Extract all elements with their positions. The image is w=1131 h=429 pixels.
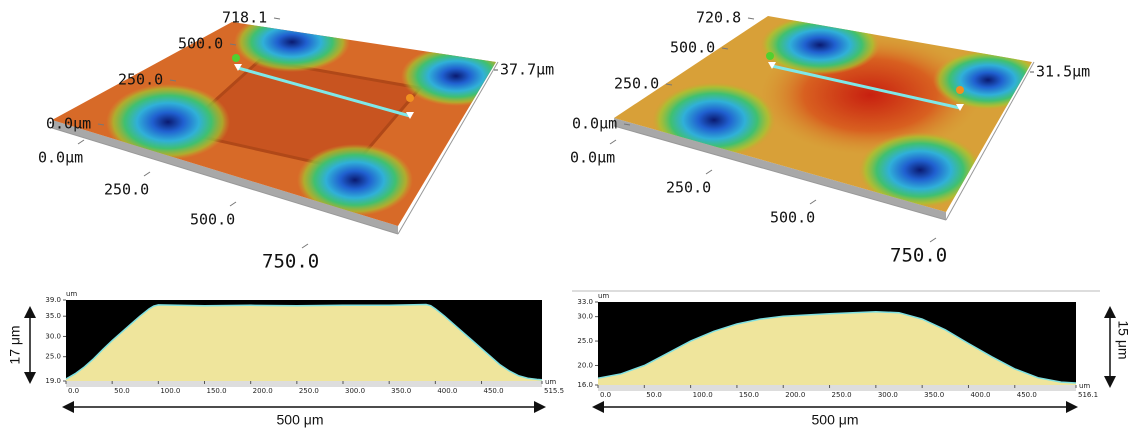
x-tick-label: 400.0 xyxy=(970,391,990,399)
x-tick-label: 250.0 xyxy=(104,181,149,199)
y-tick-label: 250.0 xyxy=(614,75,659,93)
x-tick-label: 250.0 xyxy=(666,179,711,197)
end-dot xyxy=(956,86,964,94)
y-tick-label: 0.0μm xyxy=(46,115,91,133)
x-tick-label: 300.0 xyxy=(345,387,365,395)
surface-valley xyxy=(933,50,1043,110)
x-tick xyxy=(706,170,712,174)
y-tick-label: 20.0 xyxy=(577,361,593,369)
y-tick-label: 30.0 xyxy=(577,313,593,321)
y-tick-label: 35.0 xyxy=(45,312,61,320)
x-tick-label: 150.0 xyxy=(207,387,227,395)
x-unit: um xyxy=(545,378,556,386)
y-tick-label: 39.0 xyxy=(45,296,61,304)
x-unit: um xyxy=(1079,382,1090,390)
y-tick xyxy=(274,18,280,19)
x-tick-label: 400.0 xyxy=(437,387,457,395)
annotation: 17 μm xyxy=(7,325,23,364)
x-tick xyxy=(78,140,84,144)
x-tick-label: 250.0 xyxy=(832,391,852,399)
x-tick-label: 500.0 xyxy=(190,211,235,229)
figure: 718.1 500.0 250.0 0.0μm 0.0μm 250.0 500.0 750.0… xyxy=(0,0,1131,429)
y-tick-label: 500.0 xyxy=(178,35,223,53)
start-dot xyxy=(766,52,774,60)
x-tick-label: 750.0 xyxy=(890,245,947,267)
x-tick xyxy=(930,238,936,242)
y-tick-label: 16.0 xyxy=(577,381,593,389)
start-dot xyxy=(232,54,240,62)
x-tick-label: 0.0 xyxy=(600,391,611,399)
x-tick-label: 200.0 xyxy=(785,391,805,399)
x-tick xyxy=(810,200,816,204)
y-tick-label: 33.0 xyxy=(577,298,593,306)
z-tick-label: 31.5μm xyxy=(1036,63,1090,81)
y-tick-label: 30.0 xyxy=(45,332,61,340)
x-tick-label: 250.0 xyxy=(299,387,319,395)
y-tick-label: 720.8 xyxy=(696,9,741,27)
x-tick-label: 200.0 xyxy=(253,387,273,395)
x-tick-label: 515.5 xyxy=(544,387,564,395)
x-tick-label: 300.0 xyxy=(878,391,898,399)
x-tick-label: 150.0 xyxy=(739,391,759,399)
x-tick-label: 50.0 xyxy=(646,391,662,399)
x-tick-label: 350.0 xyxy=(924,391,944,399)
end-dot xyxy=(406,94,414,102)
x-tick-label: 450.0 xyxy=(484,387,504,395)
annotation: 500 μm xyxy=(812,412,859,428)
y-tick-label: 250.0 xyxy=(118,71,163,89)
x-tick xyxy=(302,244,308,248)
y-unit: um xyxy=(598,292,609,300)
x-tick xyxy=(230,202,236,206)
y-tick-label: 500.0 xyxy=(670,39,715,57)
x-tick-label: 750.0 xyxy=(262,251,319,273)
surface-valley xyxy=(401,46,511,106)
y-tick-label: 19.0 xyxy=(45,377,61,385)
x-tick xyxy=(610,140,616,144)
y-unit: um xyxy=(66,290,77,298)
x-tick-label: 0.0μm xyxy=(570,149,615,167)
x-tick-label: 100.0 xyxy=(160,387,180,395)
x-tick-label: 516.1 xyxy=(1078,391,1098,399)
x-tick-label: 350.0 xyxy=(391,387,411,395)
x-tick-label: 500.0 xyxy=(770,209,815,227)
x-tick xyxy=(144,172,150,176)
y-tick-label: 718.1 xyxy=(222,9,267,27)
annotation: 15 μm xyxy=(1115,320,1131,359)
y-tick-label: 25.0 xyxy=(577,337,593,345)
x-tick-label: 0.0μm xyxy=(38,149,83,167)
x-tick-label: 450.0 xyxy=(1017,391,1037,399)
y-tick-label: 25.0 xyxy=(45,353,61,361)
annotation: 500 μm xyxy=(277,412,324,428)
x-tick-label: 0.0 xyxy=(68,387,79,395)
z-tick-label: 37.7μm xyxy=(500,61,554,79)
y-tick-label: 0.0μm xyxy=(572,115,617,133)
y-tick xyxy=(748,18,754,19)
x-tick-label: 100.0 xyxy=(693,391,713,399)
x-tick-label: 50.0 xyxy=(114,387,130,395)
